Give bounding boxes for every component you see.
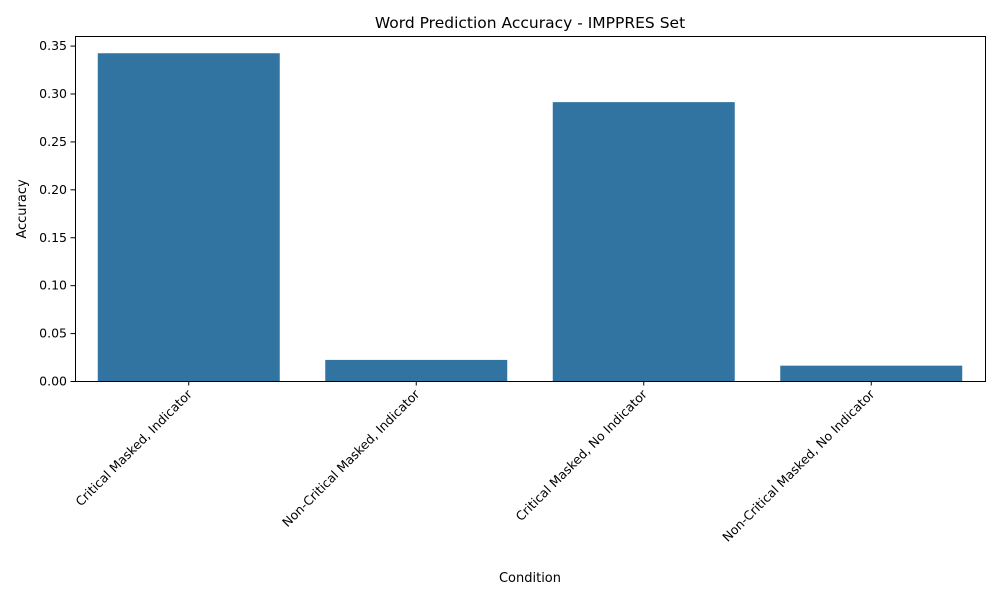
plot-frame (75, 36, 986, 382)
x-tick-label: Non-Critical Masked, Indicator (279, 386, 423, 530)
bar-3 (552, 102, 735, 381)
x-tick-label: Critical Masked, Indicator (72, 386, 195, 509)
y-tick-label: 0.30 (39, 86, 67, 101)
y-axis-ticks: 0.00 0.05 0.10 0.15 0.20 0.25 0.30 0.35 (39, 38, 75, 389)
y-tick-label: 0.10 (39, 278, 67, 293)
bar-1 (97, 53, 280, 381)
y-tick-label: 0.15 (39, 230, 67, 245)
bar-2 (325, 359, 508, 381)
y-tick-label: 0.20 (39, 182, 67, 197)
y-tick-label: 0.25 (39, 134, 67, 149)
bar-4 (780, 365, 963, 381)
bars-group (97, 53, 963, 381)
y-tick-label: 0.00 (39, 374, 67, 389)
y-tick-label: 0.35 (39, 38, 67, 53)
x-axis-ticks: Critical Masked, Indicator Non-Critical M… (72, 381, 878, 545)
x-tick-label: Non-Critical Masked, No Indicator (719, 386, 878, 545)
chart-title: Word Prediction Accuracy - IMPPRES Set (375, 14, 685, 32)
y-tick-label: 0.05 (39, 326, 67, 341)
y-axis-label: Accuracy (15, 179, 30, 239)
x-tick-label: Critical Masked, No Indicator (513, 386, 651, 524)
x-axis-label: Condition (499, 571, 561, 586)
